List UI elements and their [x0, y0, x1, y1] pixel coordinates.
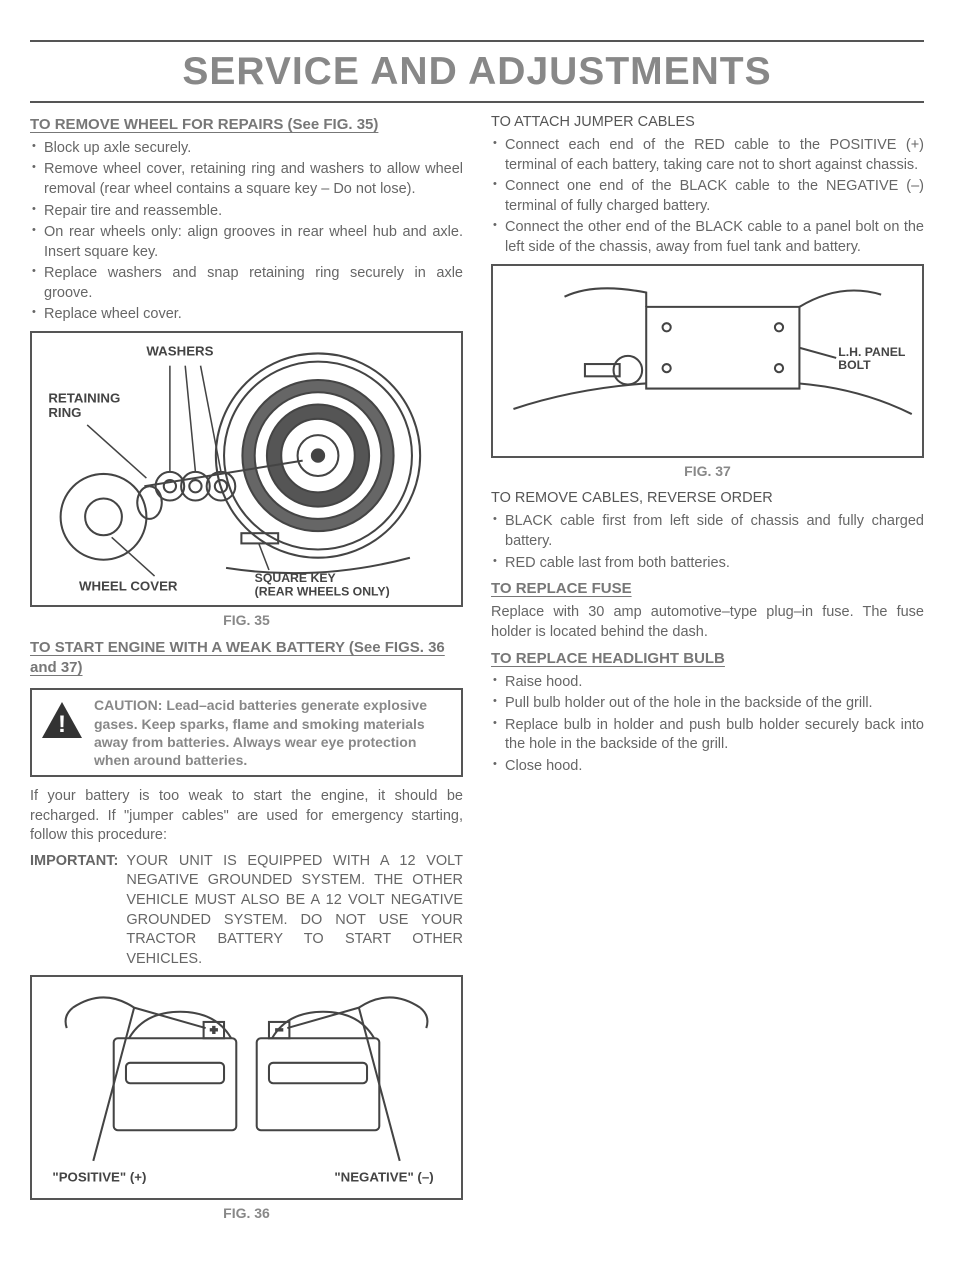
svg-text:+: +: [210, 1023, 217, 1037]
caution-box: ! CAUTION: Lead–acid batteries generate …: [30, 688, 463, 777]
list-item: Pull bulb holder out of the hole in the …: [491, 694, 924, 714]
figure-35-caption: FIG. 35: [30, 611, 463, 630]
list-item: On rear wheels only: align grooves in re…: [30, 223, 463, 262]
important-label: IMPORTANT:: [30, 852, 118, 969]
list-attach-cables: Connect each end of the RED cable to the…: [491, 136, 924, 257]
important-block: IMPORTANT: YOUR UNIT IS EQUIPPED WITH A …: [30, 852, 463, 969]
figure-36: + − "POSITIVE" (+) "NEGATIVE" (–): [30, 975, 463, 1200]
list-remove-wheel: Block up axle securely. Remove wheel cov…: [30, 139, 463, 325]
list-replace-bulb: Raise hood. Pull bulb holder out of the …: [491, 673, 924, 777]
figure-37: L.H. PANELBOLT: [491, 264, 924, 458]
warning-icon: !: [40, 700, 84, 740]
list-item: Replace washers and snap retaining ring …: [30, 264, 463, 303]
list-item: Connect each end of the RED cable to the…: [491, 136, 924, 175]
heading-remove-wheel: TO REMOVE WHEEL FOR REPAIRS (See FIG. 35…: [30, 115, 463, 135]
figure-35: WASHERS RETAININGRING WHEEL COVER SQUARE…: [30, 331, 463, 607]
page: SERVICE AND ADJUSTMENTS TO REMOVE WHEEL …: [30, 40, 924, 1231]
caution-text: CAUTION: Lead–acid batteries generate ex…: [94, 696, 453, 769]
list-item: Connect the other end of the BLACK cable…: [491, 218, 924, 257]
figure-37-svg: L.H. PANELBOLT: [493, 266, 922, 450]
heading-weak-battery: TO START ENGINE WITH A WEAK BATTERY (See…: [30, 638, 463, 679]
list-item: Block up axle securely.: [30, 139, 463, 159]
list-item: RED cable last from both batteries.: [491, 554, 924, 574]
important-text: YOUR UNIT IS EQUIPPED WITH A 12 VOLT NEG…: [126, 852, 463, 969]
heading-replace-bulb: TO REPLACE HEADLIGHT BULB: [491, 649, 924, 669]
paragraph-jumper-intro: If your battery is too weak to start the…: [30, 787, 463, 846]
label-panel-bolt: L.H. PANELBOLT: [838, 344, 906, 371]
figure-36-caption: FIG. 36: [30, 1204, 463, 1223]
label-washers: WASHERS: [146, 343, 213, 358]
list-item: Raise hood.: [491, 673, 924, 693]
two-column-layout: TO REMOVE WHEEL FOR REPAIRS (See FIG. 35…: [30, 109, 924, 1232]
right-column: TO ATTACH JUMPER CABLES Connect each end…: [491, 109, 924, 1232]
list-item: Replace bulb in holder and push bulb hol…: [491, 716, 924, 755]
list-item: Connect one end of the BLACK cable to th…: [491, 177, 924, 216]
svg-text:!: !: [58, 711, 66, 738]
list-item: Replace wheel cover.: [30, 305, 463, 325]
list-item: Repair tire and reassemble.: [30, 202, 463, 222]
list-remove-cables: BLACK cable first from left side of chas…: [491, 512, 924, 573]
left-column: TO REMOVE WHEEL FOR REPAIRS (See FIG. 35…: [30, 109, 463, 1232]
svg-text:−: −: [276, 1023, 283, 1037]
list-item: BLACK cable first from left side of chas…: [491, 512, 924, 551]
figure-36-svg: + − "POSITIVE" (+) "NEGATIVE" (–): [32, 977, 461, 1192]
list-item: Remove wheel cover, retaining ring and w…: [30, 160, 463, 199]
heading-replace-fuse: TO REPLACE FUSE: [491, 579, 924, 599]
subheading-remove-cables: TO REMOVE CABLES, REVERSE ORDER: [491, 489, 924, 509]
paragraph-fuse: Replace with 30 amp automotive–type plug…: [491, 603, 924, 642]
figure-37-caption: FIG. 37: [491, 462, 924, 481]
subheading-attach-cables: TO ATTACH JUMPER CABLES: [491, 113, 924, 133]
label-retaining-ring: RETAININGRING: [48, 390, 120, 419]
figure-35-svg: WASHERS RETAININGRING WHEEL COVER SQUARE…: [32, 333, 461, 599]
page-title: SERVICE AND ADJUSTMENTS: [30, 42, 924, 103]
label-wheel-cover: WHEEL COVER: [79, 578, 178, 593]
label-negative: "NEGATIVE" (–): [334, 1170, 433, 1185]
label-positive: "POSITIVE" (+): [52, 1170, 146, 1185]
label-square-key: SQUARE KEY(REAR WHEELS ONLY): [255, 571, 390, 598]
list-item: Close hood.: [491, 757, 924, 777]
